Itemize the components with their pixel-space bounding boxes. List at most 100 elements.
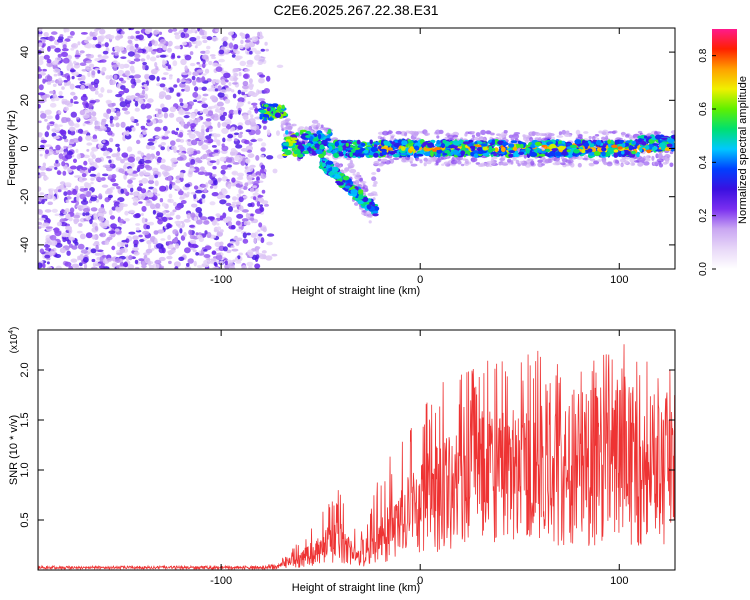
heatmap-noise-cell [155, 203, 161, 209]
heatmap-noise-cell [85, 232, 93, 239]
heatmap-noise-cell [215, 252, 222, 256]
heatmap-noise-cell [42, 162, 46, 168]
heatmap-signal-cell [551, 148, 559, 152]
heatmap-noise-cell [276, 130, 280, 136]
heatmap-signal-cell [327, 128, 332, 134]
heatmap-noise-cell [205, 149, 212, 154]
heatmap-halo-cell [475, 132, 481, 137]
heatmap-noise-cell [91, 154, 96, 160]
heatmap-noise-cell [260, 164, 266, 170]
heatmap-noise-cell [175, 138, 181, 143]
heatmap-halo-cell [471, 131, 476, 134]
heatmap-noise-cell [209, 185, 214, 189]
heatmap-signal-cell [302, 150, 310, 154]
heatmap-noise-cell [76, 195, 80, 202]
heatmap-noise-cell [76, 117, 80, 120]
heatmap-noise-cell [86, 149, 90, 152]
heatmap-noise-cell [63, 79, 68, 83]
heatmap-noise-cell [212, 139, 221, 143]
heatmap-noise-cell [43, 222, 50, 227]
heatmap-noise-cell [231, 201, 238, 205]
heatmap-halo-cell [515, 159, 520, 164]
heatmap-noise-cell [250, 114, 254, 119]
heatmap-noise-cell [189, 51, 194, 56]
heatmap-halo-cell [605, 135, 609, 141]
heatmap-noise-cell [133, 239, 139, 246]
heatmap-noise-cell [109, 215, 116, 220]
heatmap-halo-cell [441, 163, 445, 166]
heatmap-halo-cell [508, 134, 514, 139]
heatmap-noise-cell [124, 70, 130, 76]
heatmap-noise-cell [38, 221, 43, 226]
heatmap-halo-cell [602, 129, 609, 134]
heatmap-noise-cell [255, 250, 260, 256]
heatmap-noise-cell [45, 226, 53, 229]
heatmap-noise-cell [63, 145, 67, 150]
heatmap-noise-cell [171, 52, 176, 59]
heatmap-noise-cell [129, 65, 135, 72]
heatmap-signal-cell [274, 112, 281, 118]
heatmap-noise-cell [38, 68, 42, 72]
heatmap-halo-cell [404, 132, 408, 137]
heatmap-noise-cell [217, 177, 222, 182]
heatmap-noise-cell [147, 141, 155, 146]
heatmap-signal-cell [434, 147, 442, 151]
heatmap-noise-cell [94, 125, 101, 130]
heatmap-noise-cell [44, 209, 52, 213]
colorbar-tick-label: 0.2 [698, 208, 709, 222]
heatmap-noise-cell [181, 88, 185, 92]
heatmap-noise-cell [207, 179, 214, 185]
heatmap-noise-cell [208, 60, 213, 66]
heatmap-noise-cell [115, 156, 122, 161]
heatmap-noise-cell [260, 206, 265, 213]
heatmap-noise-cell [85, 211, 90, 216]
heatmap-noise-cell [170, 140, 176, 147]
heatmap-noise-cell [140, 58, 146, 62]
heatmap-noise-cell [192, 249, 197, 253]
heatmap-noise-cell [116, 186, 121, 189]
figure-title: C2E6.2025.267.22.38.E31 [273, 2, 438, 18]
heatmap-noise-cell [216, 226, 222, 231]
heatmap-noise-cell [38, 100, 45, 104]
colorbar-ticks: 0.00.20.40.60.8 [698, 48, 716, 276]
heatmap-noise-cell [108, 230, 116, 234]
heatmap-noise-cell [242, 80, 249, 87]
heatmap-halo-cell [376, 168, 381, 173]
heatmap-noise-cell [195, 219, 203, 225]
heatmap-halo-cell [433, 156, 437, 162]
heatmap-noise-cell [190, 191, 196, 195]
heatmap-noise-cell [98, 193, 103, 200]
heatmap-noise-cell [115, 122, 120, 128]
heatmap-noise-cell [44, 109, 52, 115]
heatmap-signal-cell [379, 148, 388, 152]
heatmap-signal-cell [554, 151, 562, 157]
heatmap-noise-cell [168, 193, 173, 199]
heatmap-noise-cell [144, 93, 148, 100]
heatmap-noise-cell [183, 123, 189, 129]
heatmap-noise-cell [138, 183, 143, 187]
heatmap-noise-cell [53, 60, 59, 65]
heatmap-noise-cell [94, 225, 99, 231]
heatmap-noise-cell [230, 89, 235, 93]
heatmap-noise-cell [167, 234, 172, 241]
heatmap-noise-cell [132, 201, 139, 206]
heatmap-signal-cell [481, 143, 488, 147]
heatmap-signal-cell [519, 143, 524, 149]
heatmap-noise-cell [233, 209, 240, 213]
heatmap-signal-cell [415, 153, 424, 157]
heatmap-noise-cell [135, 79, 142, 84]
heatmap-noise-cell [203, 139, 209, 143]
heatmap-noise-cell [85, 135, 92, 141]
heatmap-noise-cell [239, 131, 243, 135]
heatmap-noise-cell [221, 108, 225, 112]
heatmap-noise-cell [90, 196, 97, 202]
heatmap-noise-cell [188, 133, 196, 140]
heatmap-noise-cell [236, 204, 240, 208]
heatmap-noise-cell [38, 104, 41, 109]
heatmap-noise-cell [175, 116, 184, 123]
heatmap-noise-cell [235, 220, 241, 226]
heatmap-noise-cell [83, 160, 88, 166]
colorbar-tick-label: 0.8 [698, 48, 709, 62]
heatmap-noise-cell [248, 78, 253, 84]
heatmap-noise-cell [226, 157, 233, 163]
